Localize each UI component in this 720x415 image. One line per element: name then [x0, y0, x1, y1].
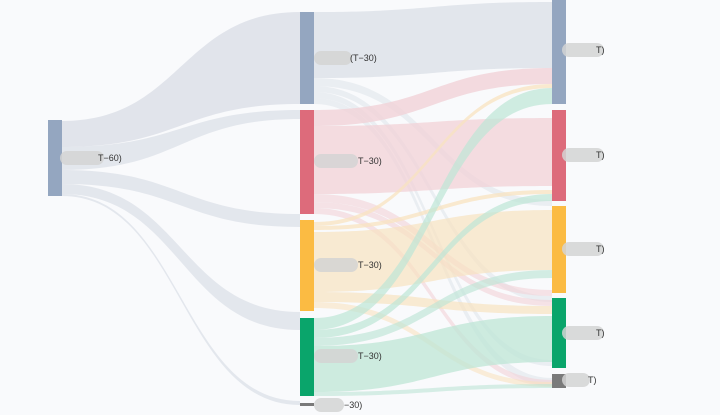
link-m3-to-r1 [314, 84, 552, 226]
node-label-r2: T) [596, 150, 605, 160]
node-m2[interactable] [300, 110, 314, 214]
link-m3-to-r3 [314, 210, 552, 292]
link-root-to-m4 [62, 184, 300, 330]
link-root-to-m3 [62, 170, 300, 227]
node-r1[interactable] [552, 0, 566, 104]
node-label-m2: T−30) [358, 156, 382, 166]
sankey-links [62, 2, 552, 405]
node-label-r5: T) [588, 375, 597, 385]
sankey-labels: T−60) (T−30) T−30) T−30) T−30) −30) T) T) T) T) T) [60, 43, 605, 412]
link-m2-to-r5 [314, 208, 552, 386]
node-root[interactable] [48, 120, 62, 196]
link-root-to-m5 [62, 194, 300, 405]
node-label-bg-r1 [562, 43, 604, 57]
node-label-bg-r4 [562, 326, 604, 340]
node-label-r4: T) [596, 328, 605, 338]
link-m4-to-r3 [314, 270, 552, 346]
node-m1[interactable] [300, 12, 314, 104]
node-label-bg-r5 [562, 373, 590, 387]
link-m1-to-r3 [314, 86, 552, 302]
node-label-bg-m5 [314, 398, 344, 412]
node-r2[interactable] [552, 110, 566, 201]
link-root-to-m1 [62, 12, 300, 147]
sankey-nodes [48, 0, 566, 406]
node-label-m4: T−30) [358, 351, 382, 361]
node-label-r3: T) [596, 244, 605, 254]
node-label-m1: (T−30) [350, 53, 377, 63]
node-label-bg-m1 [314, 51, 352, 65]
node-r3[interactable] [552, 206, 566, 293]
link-m2-to-r1 [314, 68, 552, 126]
link-root-to-m2 [62, 110, 300, 170]
node-label-m3: T−30) [358, 260, 382, 270]
node-label-bg-r3 [562, 242, 604, 256]
node-label-bg-m3 [314, 258, 358, 272]
node-label-bg-root [60, 151, 104, 165]
link-m4-to-r2 [314, 194, 552, 338]
node-label-m5: −30) [344, 400, 362, 410]
node-m3[interactable] [300, 220, 314, 311]
link-m1-to-r1 [314, 2, 552, 78]
link-m4-to-r1 [314, 88, 552, 330]
node-label-r1: T) [596, 45, 605, 55]
node-r4[interactable] [552, 298, 566, 368]
node-label-bg-m2 [314, 154, 358, 168]
node-m5[interactable] [300, 403, 314, 406]
node-label-bg-m4 [314, 349, 358, 363]
node-label-root: T−60) [98, 153, 122, 163]
link-m4-to-r4 [314, 316, 552, 392]
link-m4-to-r5 [314, 384, 552, 396]
node-m4[interactable] [300, 318, 314, 396]
node-label-bg-r2 [562, 148, 604, 162]
